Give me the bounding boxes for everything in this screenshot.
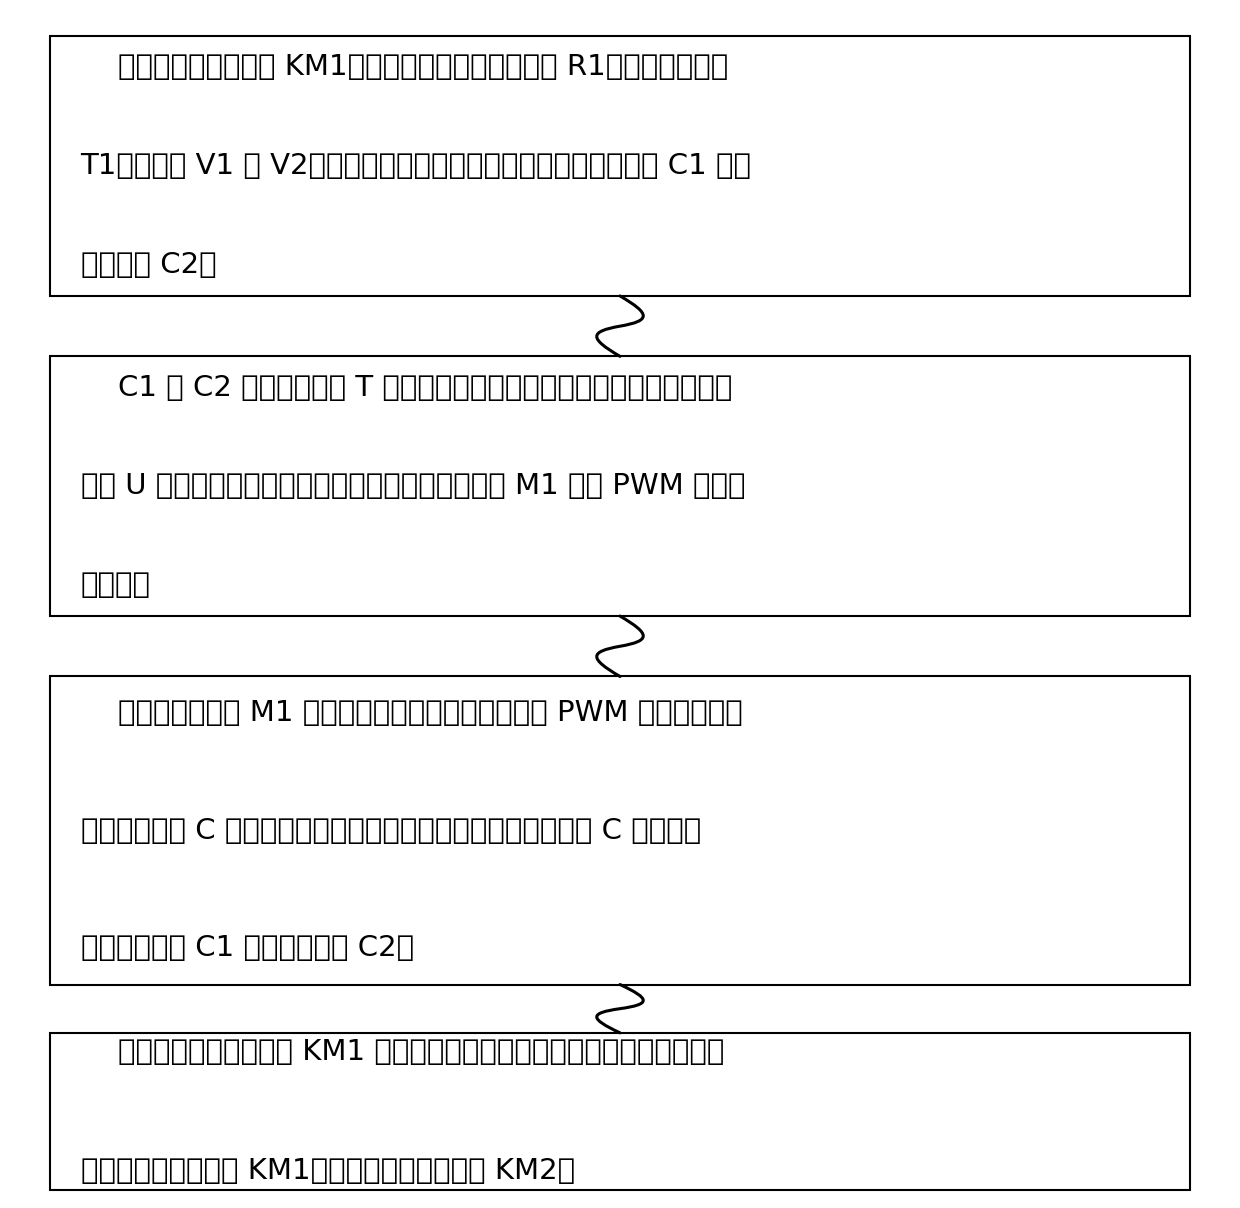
FancyBboxPatch shape <box>50 1033 1190 1190</box>
Text: 步骤三期间充电接触器 KM1 一直处于闭合为母线充电的状态，充电结束，: 步骤三期间充电接触器 KM1 一直处于闭合为母线充电的状态，充电结束， <box>81 1038 724 1065</box>
Text: C1 和 C2 电压随着时间 T 升高，当电容电压升高到一定阈值后由变流控: C1 和 C2 电压随着时间 T 升高，当电容电压升高到一定阈值后由变流控 <box>81 373 732 401</box>
Text: 母线电容 C2；: 母线电容 C2； <box>81 251 216 279</box>
Text: 制信号；: 制信号； <box>81 571 150 599</box>
FancyBboxPatch shape <box>50 36 1190 296</box>
Text: T1、整流桥 V1 和 V2，将不控整流后的直流电压提供给正母线电容 C1 和负: T1、整流桥 V1 和 V2，将不控整流后的直流电压提供给正母线电容 C1 和负 <box>81 152 751 180</box>
Text: 于正母线电容 C1 和负母线电容 C2；: 于正母线电容 C1 和负母线电容 C2； <box>81 934 414 962</box>
FancyBboxPatch shape <box>50 356 1190 616</box>
Text: 制器 U 通过采集的电网电压的相角向三电平功率模块 M1 发出 PWM 驱动控: 制器 U 通过采集的电网电压的相角向三电平功率模块 M1 发出 PWM 驱动控 <box>81 472 745 500</box>
Text: 同时分断充电接触器 KM1，闭合主回路并网开关 KM2。: 同时分断充电接触器 KM1，闭合主回路并网开关 KM2。 <box>81 1157 574 1185</box>
FancyBboxPatch shape <box>50 676 1190 985</box>
Text: 三电平功率模块 M1 发出与电网电压相角基本相同的 PWM 电压波形，使: 三电平功率模块 M1 发出与电网电压相角基本相同的 PWM 电压波形，使 <box>81 699 743 727</box>
Text: 首先闭合充电接触器 KM1，由配电电源通过充电电阻 R1、双分裂变压器: 首先闭合充电接触器 KM1，由配电电源通过充电电阻 R1、双分裂变压器 <box>81 53 728 81</box>
Text: 交流滤波电容 C 产生与电网电压相角相同的电压，交流滤波电容 C 能量来源: 交流滤波电容 C 产生与电网电压相角相同的电压，交流滤波电容 C 能量来源 <box>81 817 701 844</box>
